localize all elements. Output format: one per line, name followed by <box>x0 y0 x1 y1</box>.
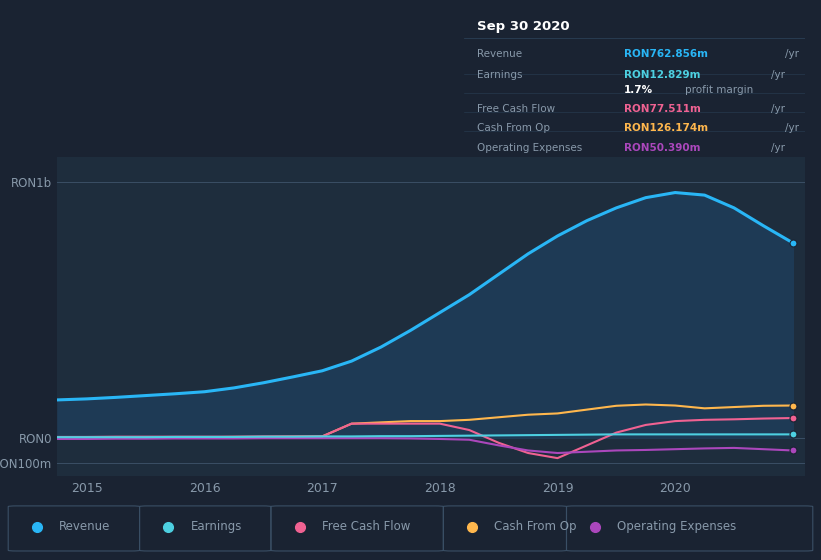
Text: /yr: /yr <box>770 104 785 114</box>
Text: 1.7%: 1.7% <box>624 85 654 95</box>
Text: Free Cash Flow: Free Cash Flow <box>478 104 556 114</box>
Text: Operating Expenses: Operating Expenses <box>478 143 583 153</box>
Text: RON12.829m: RON12.829m <box>624 70 700 80</box>
Text: RON126.174m: RON126.174m <box>624 123 709 133</box>
Text: Operating Expenses: Operating Expenses <box>617 520 736 533</box>
Text: /yr: /yr <box>770 143 785 153</box>
Text: Sep 30 2020: Sep 30 2020 <box>478 20 570 33</box>
Text: Earnings: Earnings <box>478 70 523 80</box>
Text: Revenue: Revenue <box>59 520 111 533</box>
Text: Earnings: Earnings <box>190 520 242 533</box>
Text: RON77.511m: RON77.511m <box>624 104 701 114</box>
Text: Revenue: Revenue <box>478 49 523 59</box>
Text: Cash From Op: Cash From Op <box>494 520 576 533</box>
Text: RON50.390m: RON50.390m <box>624 143 700 153</box>
Text: Free Cash Flow: Free Cash Flow <box>322 520 410 533</box>
Text: RON762.856m: RON762.856m <box>624 49 708 59</box>
Text: /yr: /yr <box>770 70 785 80</box>
Text: profit margin: profit margin <box>685 85 753 95</box>
Text: /yr: /yr <box>785 123 799 133</box>
Text: Cash From Op: Cash From Op <box>478 123 551 133</box>
Text: /yr: /yr <box>785 49 799 59</box>
